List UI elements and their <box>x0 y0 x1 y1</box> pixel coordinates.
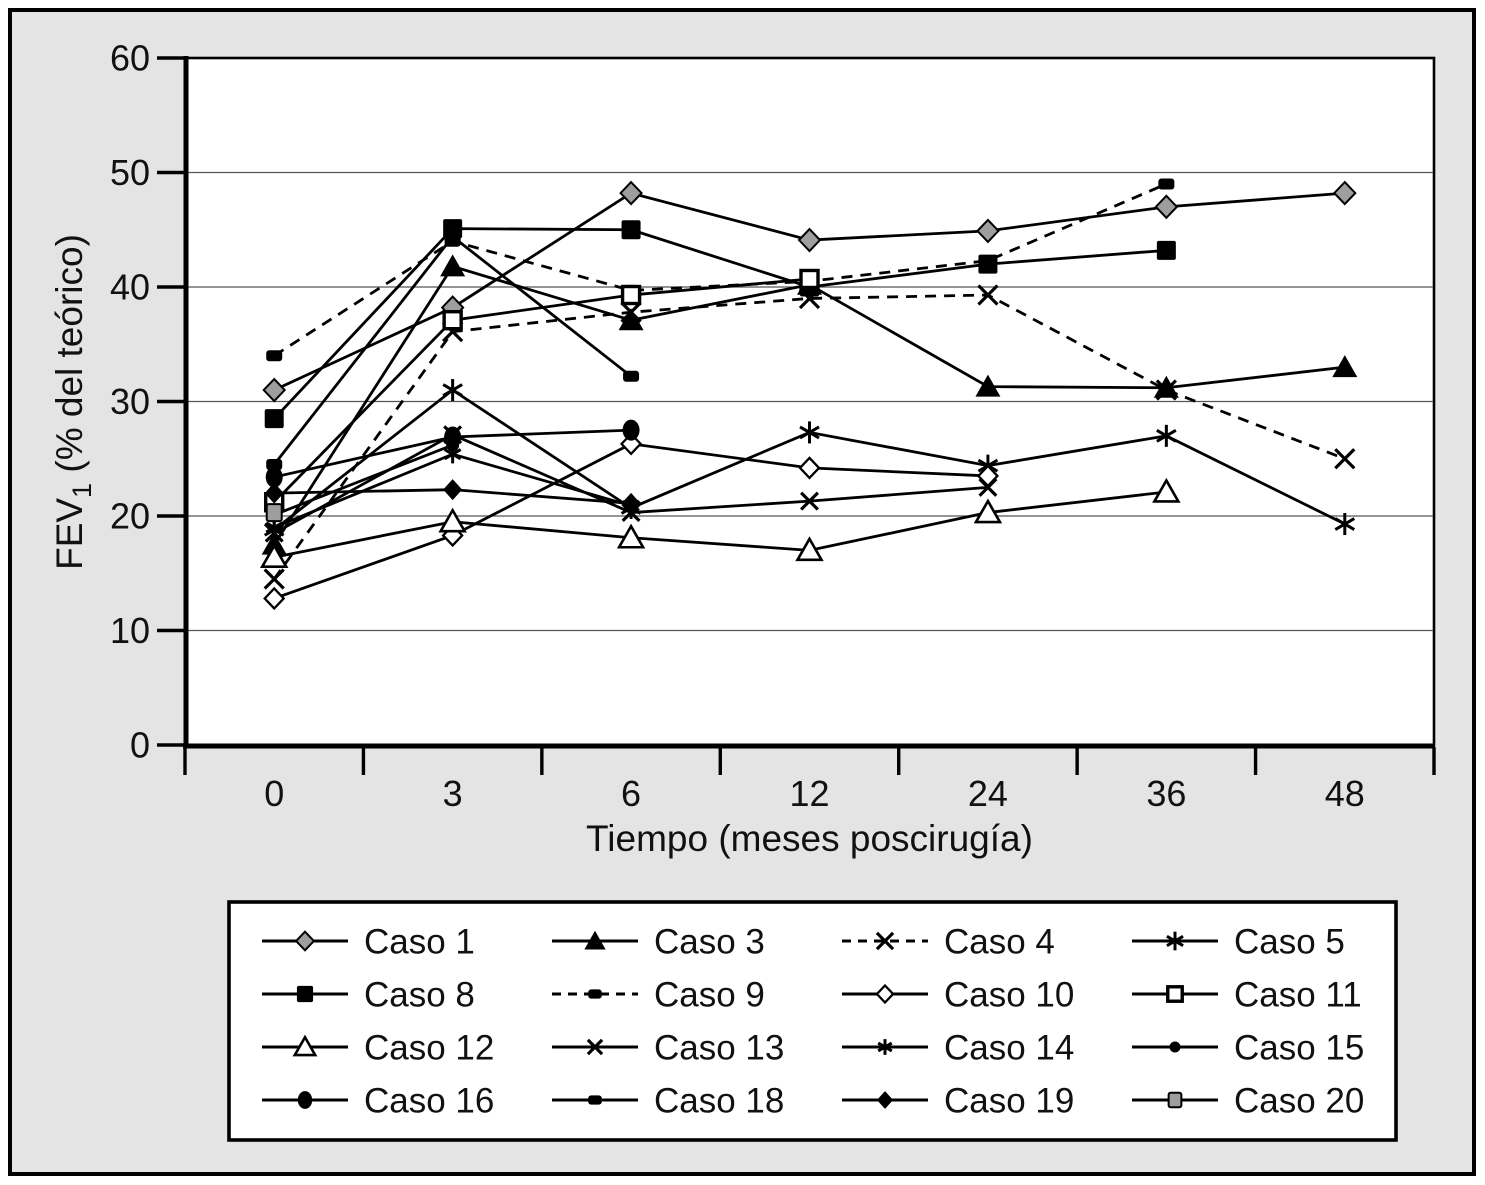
legend-item-caso-9: Caso 9 <box>552 975 765 1014</box>
legend: Caso 1 Caso 3 Caso 4 Caso 5 Caso 8 Caso 9 Caso… <box>227 900 1398 1142</box>
y-tick-label-60: 60 <box>110 38 150 79</box>
legend-marker-circle-small <box>1169 1041 1181 1053</box>
legend-item-caso-16: Caso 16 <box>262 1081 494 1120</box>
legend-marker-square-open <box>1166 985 1184 1003</box>
legend-marker-asterisk <box>1166 931 1184 951</box>
y-tick-label-40: 40 <box>110 267 150 308</box>
legend-item-caso-3: Caso 3 <box>552 922 765 961</box>
legend-label: Caso 12 <box>364 1028 494 1067</box>
legend-label: Caso 4 <box>944 922 1055 961</box>
legend-item-caso-20: Caso 20 <box>1132 1081 1364 1120</box>
legend-item-caso-18: Caso 18 <box>552 1081 784 1120</box>
legend-label: Caso 14 <box>944 1028 1074 1067</box>
legend-item-caso-13: Caso 13 <box>552 1028 784 1067</box>
legend-label: Caso 13 <box>654 1028 784 1067</box>
legend-item-caso-1: Caso 1 <box>262 922 475 961</box>
series-markers-caso-20 <box>265 503 283 523</box>
x-tick-label-12: 12 <box>789 773 829 814</box>
legend-marker-square-small-filled <box>588 1095 602 1105</box>
legend-marker-circle <box>297 1091 313 1109</box>
y-axis-title: FEV1 (% del teórico) <box>49 234 97 570</box>
legend-label: Caso 20 <box>1234 1081 1364 1120</box>
legend-marker-square-small-filled <box>588 989 602 999</box>
legend-label: Caso 1 <box>364 922 475 961</box>
y-axis-title-main: FEV <box>49 498 90 570</box>
legend-label: Caso 15 <box>1234 1028 1364 1067</box>
legend-label: Caso 8 <box>364 975 475 1014</box>
y-tick-label-20: 20 <box>110 496 150 537</box>
series-markers-caso-12 <box>259 477 1181 569</box>
x-tick-label-0: 0 <box>264 773 284 814</box>
legend-label: Caso 9 <box>654 975 765 1014</box>
legend-marker-diamond-filled <box>876 1091 894 1109</box>
x-axis-title: Tiempo (meses poscirugía) <box>586 818 1033 859</box>
legend-marker-square-gray <box>1167 1091 1183 1109</box>
x-tick-label-3: 3 <box>443 773 463 814</box>
y-tick-label-30: 30 <box>110 381 150 422</box>
legend-label: Caso 5 <box>1234 922 1345 961</box>
legend-item-caso-15: Caso 15 <box>1132 1028 1364 1067</box>
x-axis-ticks: 0 3 6 12 24 36 48 <box>183 747 1436 814</box>
legend-item-caso-11: Caso 11 <box>1132 975 1362 1014</box>
x-tick-label-48: 48 <box>1325 773 1365 814</box>
series-markers-caso-16 <box>265 419 640 488</box>
legend-marker-asterisk-small <box>877 1039 893 1055</box>
legend-item-caso-14: Caso 14 <box>842 1028 1074 1067</box>
legend-label: Caso 18 <box>654 1081 784 1120</box>
legend-label: Caso 16 <box>364 1081 494 1120</box>
legend-item-caso-12: Caso 12 <box>262 1028 494 1067</box>
y-tick-label-10: 10 <box>110 610 150 651</box>
x-tick-label-24: 24 <box>968 773 1008 814</box>
gridlines <box>186 171 1433 632</box>
legend-marker-square-filled <box>296 985 314 1003</box>
series-markers-caso-1 <box>262 180 1357 403</box>
legend-item-caso-5: Caso 5 <box>1132 922 1345 961</box>
legend-item-caso-8: Caso 8 <box>262 975 475 1014</box>
y-axis-title-rest: (% del teórico) <box>49 234 90 483</box>
legend-marker-x <box>875 931 895 951</box>
legend-label: Caso 3 <box>654 922 765 961</box>
series-line-caso-12 <box>273 490 1167 559</box>
legend-marker-triangle-filled <box>584 930 606 950</box>
legend-item-caso-10: Caso 10 <box>842 975 1074 1014</box>
y-tick-label-50: 50 <box>110 152 150 193</box>
legend-item-caso-19: Caso 19 <box>842 1081 1074 1120</box>
legend-label: Caso 10 <box>944 975 1074 1014</box>
series-line-caso-9 <box>273 182 1167 357</box>
legend-marker-diamond-gray <box>294 930 316 952</box>
series-markers-caso-19 <box>264 479 641 514</box>
x-tick-label-6: 6 <box>621 773 641 814</box>
legend-marker-x-small <box>586 1038 604 1056</box>
legend-marker-triangle-open <box>292 1034 318 1057</box>
legend-label: Caso 19 <box>944 1081 1074 1120</box>
x-tick-label-36: 36 <box>1146 773 1186 814</box>
y-tick-label-0: 0 <box>130 725 150 766</box>
y-axis-title-subscript: 1 <box>67 483 97 498</box>
y-axis-ticks: 0 10 20 30 40 50 60 <box>110 38 186 766</box>
series-line-caso-15 <box>273 443 454 517</box>
legend-item-caso-4: Caso 4 <box>842 922 1055 961</box>
legend-marker-diamond-open <box>875 983 895 1005</box>
legend-label: Caso 11 <box>1234 975 1362 1014</box>
series-markers-caso-18 <box>266 231 640 470</box>
